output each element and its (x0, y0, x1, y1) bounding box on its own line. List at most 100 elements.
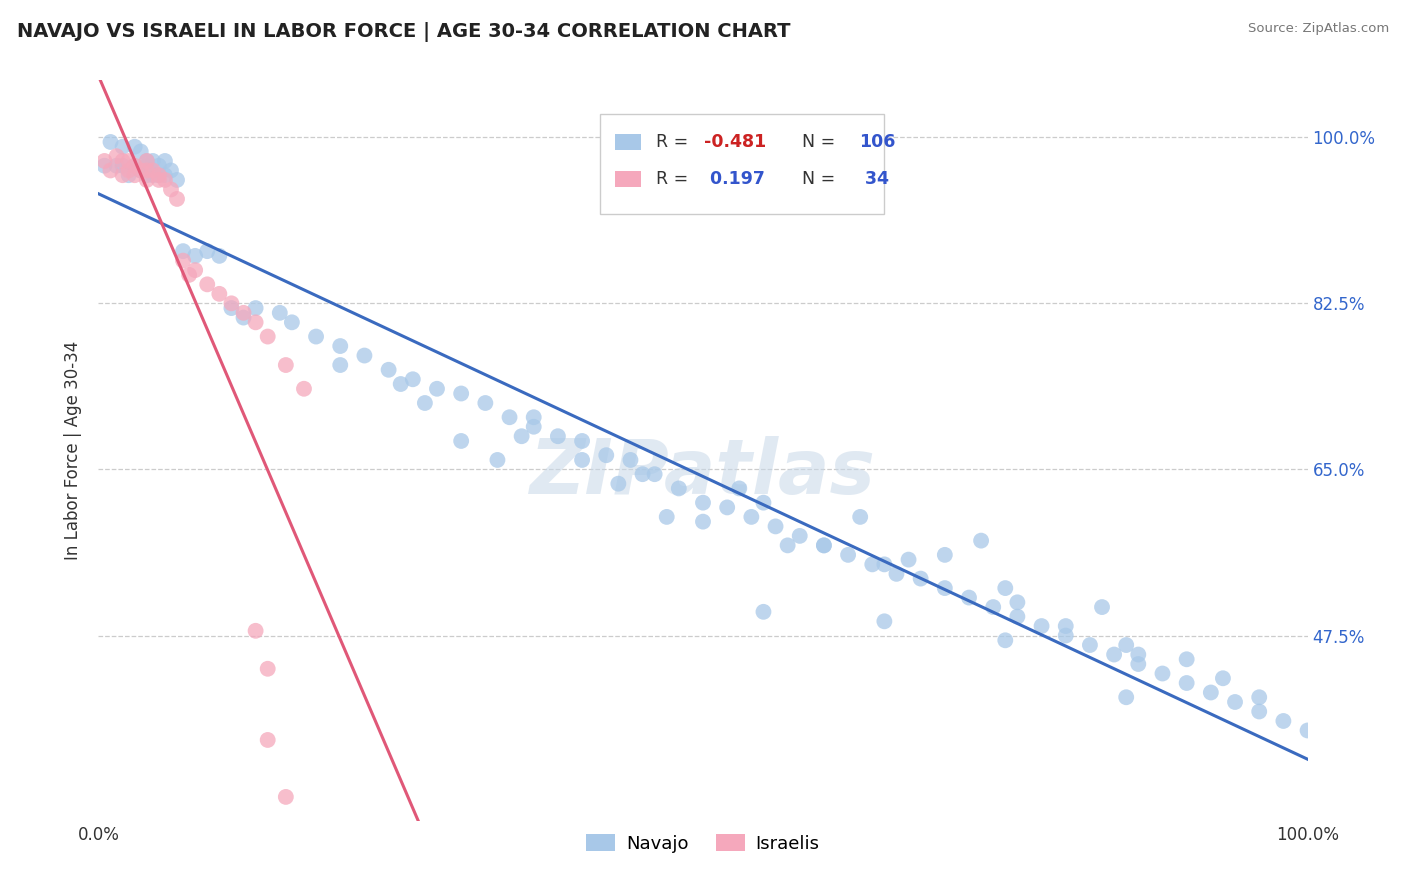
Navajo (118, 168, 141, 182)
Text: ZIPatlas: ZIPatlas (530, 435, 876, 509)
FancyBboxPatch shape (614, 134, 641, 150)
Navajo (607, 476, 630, 491)
Navajo (135, 153, 157, 168)
Text: 106: 106 (859, 133, 896, 151)
Navajo (105, 159, 128, 173)
Navajo (1175, 652, 1198, 666)
Israelis (111, 168, 134, 182)
Israelis (245, 315, 267, 329)
Israelis (245, 624, 267, 638)
Navajo (523, 419, 546, 434)
Israelis (172, 253, 194, 268)
Navajo (1054, 619, 1077, 633)
Navajo (148, 159, 170, 173)
Navajo (124, 159, 146, 173)
Navajo (1091, 600, 1114, 615)
Navajo (910, 572, 932, 586)
Navajo (166, 173, 188, 187)
Navajo (873, 558, 896, 572)
Navajo (389, 377, 412, 392)
Navajo (1212, 671, 1234, 685)
Navajo (498, 410, 520, 425)
Navajo (934, 581, 956, 595)
Navajo (837, 548, 859, 562)
Navajo (873, 615, 896, 629)
Navajo (523, 410, 546, 425)
Navajo (1296, 723, 1319, 738)
Navajo (728, 482, 751, 496)
Navajo (486, 453, 509, 467)
Navajo (232, 310, 254, 325)
Israelis (184, 263, 207, 277)
Navajo (692, 515, 714, 529)
Navajo (1175, 676, 1198, 690)
Navajo (897, 552, 920, 566)
Navajo (142, 153, 165, 168)
Navajo (153, 153, 176, 168)
Text: N =: N = (792, 169, 841, 187)
Navajo (860, 558, 883, 572)
Navajo (93, 159, 115, 173)
Navajo (413, 396, 436, 410)
Navajo (970, 533, 993, 548)
Navajo (148, 168, 170, 182)
Israelis (166, 192, 188, 206)
Navajo (100, 135, 122, 149)
Text: R =: R = (655, 133, 693, 151)
Navajo (849, 509, 872, 524)
Navajo (957, 591, 980, 605)
Israelis (105, 149, 128, 163)
Navajo (994, 581, 1017, 595)
Navajo (644, 467, 666, 482)
FancyBboxPatch shape (614, 170, 641, 187)
Navajo (1272, 714, 1295, 728)
Navajo (765, 519, 787, 533)
Navajo (740, 509, 762, 524)
Navajo (221, 301, 243, 315)
Navajo (716, 500, 738, 515)
Y-axis label: In Labor Force | Age 30-34: In Labor Force | Age 30-34 (65, 341, 83, 560)
Israelis (100, 163, 122, 178)
Text: NAVAJO VS ISRAELI IN LABOR FORCE | AGE 30-34 CORRELATION CHART: NAVAJO VS ISRAELI IN LABOR FORCE | AGE 3… (17, 22, 790, 42)
Israelis (256, 329, 278, 343)
Navajo (813, 538, 835, 552)
Navajo (129, 163, 152, 178)
Israelis (256, 733, 278, 747)
Israelis (118, 153, 141, 168)
Navajo (450, 386, 472, 401)
Navajo (619, 453, 641, 467)
Navajo (813, 538, 835, 552)
Text: R =: R = (655, 169, 693, 187)
Israelis (93, 153, 115, 168)
Israelis (179, 268, 201, 282)
Navajo (281, 315, 304, 329)
Navajo (135, 159, 157, 173)
Navajo (668, 482, 690, 496)
Navajo (1223, 695, 1246, 709)
Navajo (571, 434, 593, 448)
Navajo (245, 301, 267, 315)
Navajo (1007, 595, 1029, 609)
Navajo (184, 249, 207, 263)
Israelis (232, 306, 254, 320)
Israelis (124, 168, 146, 182)
Navajo (1152, 666, 1174, 681)
Israelis (160, 182, 183, 196)
Israelis (274, 358, 297, 372)
Navajo (329, 339, 352, 353)
Navajo (1115, 690, 1137, 705)
Navajo (153, 168, 176, 182)
Navajo (934, 548, 956, 562)
Israelis (195, 277, 218, 292)
Israelis (256, 662, 278, 676)
Text: 0.197: 0.197 (704, 169, 765, 187)
Navajo (195, 244, 218, 259)
Navajo (1128, 648, 1150, 662)
Israelis (135, 163, 157, 178)
Navajo (1128, 657, 1150, 671)
Navajo (353, 349, 375, 363)
Navajo (172, 244, 194, 259)
Navajo (1102, 648, 1125, 662)
Navajo (124, 139, 146, 153)
Navajo (269, 306, 291, 320)
